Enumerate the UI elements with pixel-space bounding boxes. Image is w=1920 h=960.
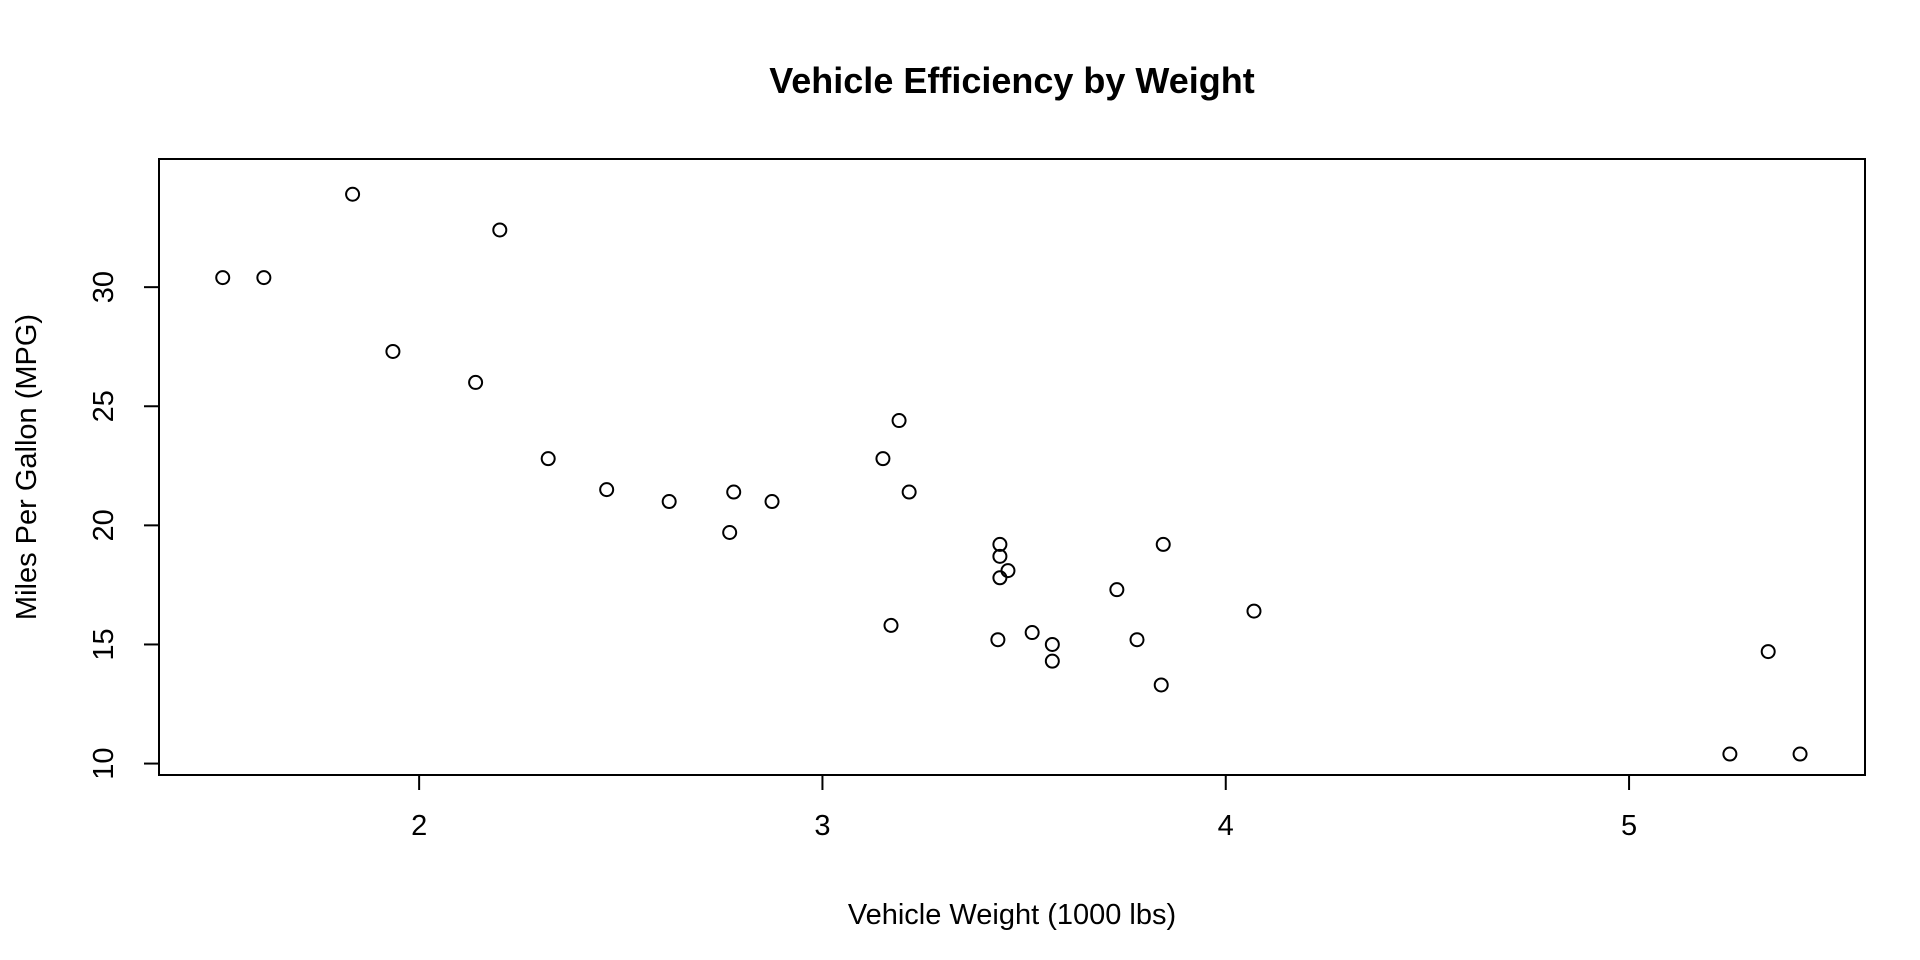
data-point	[1722, 746, 1738, 762]
data-point	[1792, 746, 1808, 762]
x-tick-label: 4	[1218, 810, 1234, 842]
y-tick-label: 25	[88, 390, 120, 422]
data-points	[215, 186, 1808, 762]
data-point	[883, 617, 899, 633]
data-point	[492, 222, 508, 238]
data-point	[992, 548, 1008, 564]
x-tick-label: 2	[411, 810, 427, 842]
data-point	[1155, 536, 1171, 552]
y-axis: 10 15 20 25 30	[88, 271, 160, 780]
data-point	[1044, 636, 1060, 652]
y-axis-label: Miles Per Gallon (MPG)	[11, 314, 43, 620]
data-point	[1109, 582, 1125, 598]
data-point	[1044, 653, 1060, 669]
data-point	[726, 484, 742, 500]
x-axis-label: Vehicle Weight (1000 lbs)	[848, 899, 1176, 931]
data-point	[540, 451, 556, 467]
data-point	[1024, 625, 1040, 641]
y-tick-label: 10	[88, 747, 120, 779]
data-point	[215, 270, 231, 286]
data-point	[722, 525, 738, 541]
data-point	[992, 536, 1008, 552]
data-point	[1246, 603, 1262, 619]
x-tick-label: 3	[814, 810, 830, 842]
y-tick-label: 30	[88, 271, 120, 303]
data-point	[901, 484, 917, 500]
data-point	[1129, 632, 1145, 648]
data-point	[875, 451, 891, 467]
data-point	[256, 270, 272, 286]
data-point	[468, 374, 484, 390]
plot-frame	[158, 158, 1866, 776]
data-point	[764, 494, 780, 510]
y-tick-label: 15	[88, 628, 120, 660]
data-point	[891, 413, 907, 429]
x-tick-label: 5	[1621, 810, 1637, 842]
data-point	[1153, 677, 1169, 693]
data-point	[385, 343, 401, 359]
y-tick-label: 20	[88, 509, 120, 541]
data-point	[345, 186, 361, 202]
data-point	[1000, 563, 1016, 579]
data-point	[599, 482, 615, 498]
data-point	[661, 494, 677, 510]
data-point	[992, 570, 1008, 586]
x-axis: 2 3 4 5	[411, 774, 1637, 842]
data-point	[1760, 644, 1776, 660]
chart-title: Vehicle Efficiency by Weight	[769, 60, 1255, 101]
data-point	[990, 632, 1006, 648]
